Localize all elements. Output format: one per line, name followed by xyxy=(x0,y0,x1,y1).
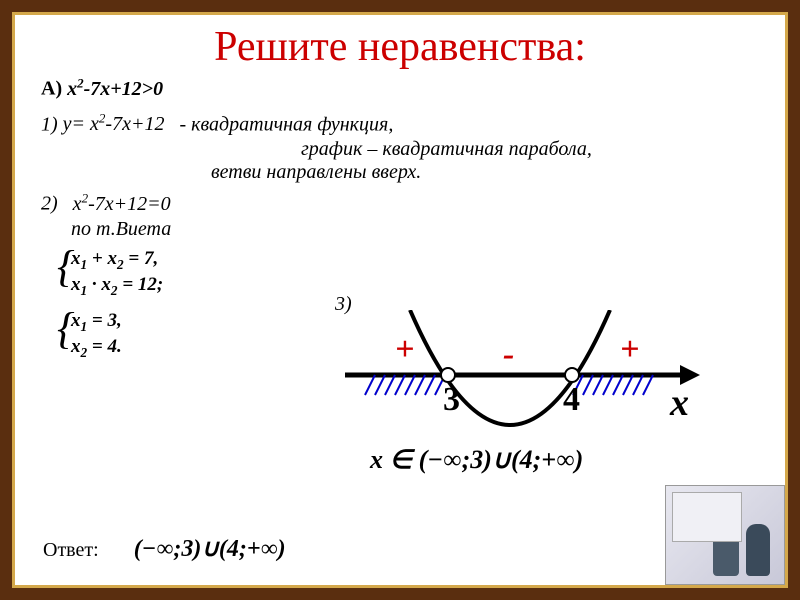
solution-interval: x ∈ (−∞;3)∪(4;+∞) xyxy=(370,445,583,475)
root-point-3 xyxy=(441,368,455,382)
whiteboard-icon xyxy=(672,492,742,542)
hatch-right xyxy=(573,375,653,395)
sys-sum: x1 + x2 = 7, xyxy=(71,247,759,273)
hatch-left xyxy=(365,375,445,395)
answer-value: (−∞;3)∪(4;+∞) xyxy=(134,536,286,562)
sign-plus-left: + xyxy=(395,331,414,368)
brace-icon: { xyxy=(57,245,75,289)
sys-prod: x1 · x2 = 12; xyxy=(71,273,759,299)
axis-label-x: x xyxy=(669,382,689,424)
step-2: 2) х2-7х+12=0 xyxy=(41,190,759,216)
problem-label: А) xyxy=(41,78,62,100)
problem-expr: х2-7х+12>0 xyxy=(67,78,163,100)
step1-desc1: - квадратичная функция, xyxy=(179,113,393,135)
vieta-system: { x1 + x2 = 7, x1 · x2 = 12; xyxy=(71,247,759,299)
root-label-4: 4 xyxy=(563,381,580,418)
answer-row: Ответ: (−∞;3)∪(4;+∞) xyxy=(43,534,286,563)
brace-icon: { xyxy=(57,307,75,351)
step2-eq: х2-7х+12=0 xyxy=(63,193,171,215)
step1-desc3: ветви направлены вверх. xyxy=(211,161,759,184)
root-label-3: 3 xyxy=(443,381,460,418)
root-point-4 xyxy=(565,368,579,382)
decorative-photo xyxy=(665,485,785,585)
sign-plus-right: + xyxy=(620,331,639,368)
sign-minus: - xyxy=(503,336,514,373)
slide-frame-inner: Решите неравенства: А) х2-7х+12>0 1) у= … xyxy=(12,12,788,588)
step-1: 1) у= х2-7х+12 - квадратичная функция, xyxy=(41,111,759,137)
slide-frame-outer: Решите неравенства: А) х2-7х+12>0 1) у= … xyxy=(0,0,800,600)
vieta-label: по т.Виета xyxy=(71,218,759,241)
problem-statement: А) х2-7х+12>0 xyxy=(41,75,759,101)
step1-desc2: график – квадратичная парабола, xyxy=(301,138,759,161)
step1-func: у= х2-7х+12 xyxy=(63,113,175,135)
step2-num: 2) xyxy=(41,193,58,215)
step1-num: 1) xyxy=(41,113,58,135)
answer-label: Ответ: xyxy=(43,539,99,561)
slide-title: Решите неравенства: xyxy=(41,23,759,71)
